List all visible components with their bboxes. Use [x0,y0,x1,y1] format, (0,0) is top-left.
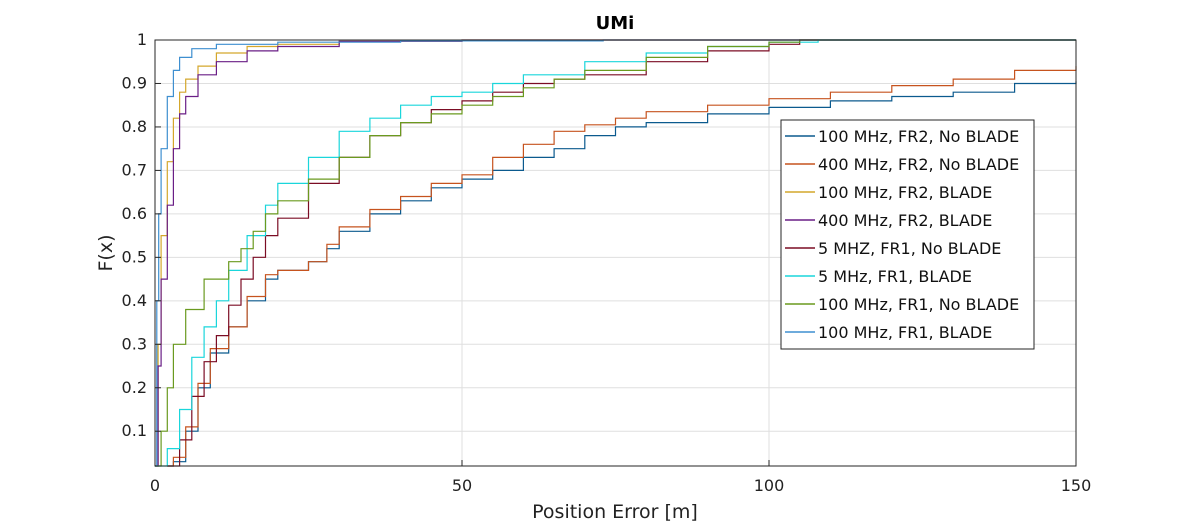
y-tick-label: 0.5 [122,247,147,266]
plot-frame [154,39,1077,467]
y-tick-label: 0.3 [122,334,147,353]
chart-title: UMi [596,13,635,34]
legend-item[interactable]: 400 MHz, FR2, No BLADE [785,155,1019,174]
y-tick-label: 0.8 [122,117,147,136]
legend-item[interactable]: 100 MHz, FR1, BLADE [785,323,992,342]
legend-label: 5 MHZ, FR1, No BLADE [818,239,1001,258]
y-tick-label: 0.1 [122,421,147,440]
legend-label: 400 MHz, FR2, BLADE [818,211,992,230]
legend-item[interactable]: 5 MHZ, FR1, No BLADE [785,239,1001,258]
ticks: 0 50 100 150 0.1 0.2 0.3 0.4 0.5 0.6 0.7 0.8 0.9 1 [122,30,1092,495]
x-tick-label: 50 [452,476,472,495]
legend-box [780,119,1035,350]
legend-label: 100 MHz, FR2, BLADE [818,183,992,202]
y-tick-label: 1 [137,30,147,49]
x-tick-label: 100 [754,476,785,495]
x-tick-label: 0 [150,476,160,495]
x-axis-label: Position Error [m] [532,501,698,523]
legend[interactable]: 100 MHz, FR2, No BLADE 400 MHz, FR2, No B… [780,119,1035,350]
legend-label: 100 MHz, FR1, No BLADE [818,295,1019,314]
series-line-3 [155,39,1076,467]
legend-item[interactable]: 100 MHz, FR1, No BLADE [785,295,1019,314]
series-line-4 [155,39,1076,467]
legend-label: 400 MHz, FR2, No BLADE [818,155,1019,174]
y-tick-label: 0.9 [122,73,147,92]
legend-label: 100 MHz, FR1, BLADE [818,323,992,342]
legend-label: 5 MHz, FR1, BLADE [818,267,972,286]
y-axis-label: F(x) [95,235,117,272]
legend-item[interactable]: 100 MHz, FR2, No BLADE [785,127,1019,146]
legend-label: 100 MHz, FR2, No BLADE [818,127,1019,146]
series-line-8 [155,39,1076,467]
series-line-7 [155,39,1076,467]
legend-item[interactable]: 400 MHz, FR2, BLADE [785,211,992,230]
series-line-2 [167,66,1077,467]
series-lines [155,39,1077,467]
y-tick-label: 0.6 [122,204,147,223]
legend-item[interactable]: 100 MHz, FR2, BLADE [785,183,992,202]
y-tick-label: 0.7 [122,160,147,179]
y-tick-label: 0.4 [122,291,147,310]
legend-item[interactable]: 5 MHz, FR1, BLADE [785,267,972,286]
x-tick-label: 150 [1061,476,1092,495]
y-tick-label: 0.2 [122,378,147,397]
